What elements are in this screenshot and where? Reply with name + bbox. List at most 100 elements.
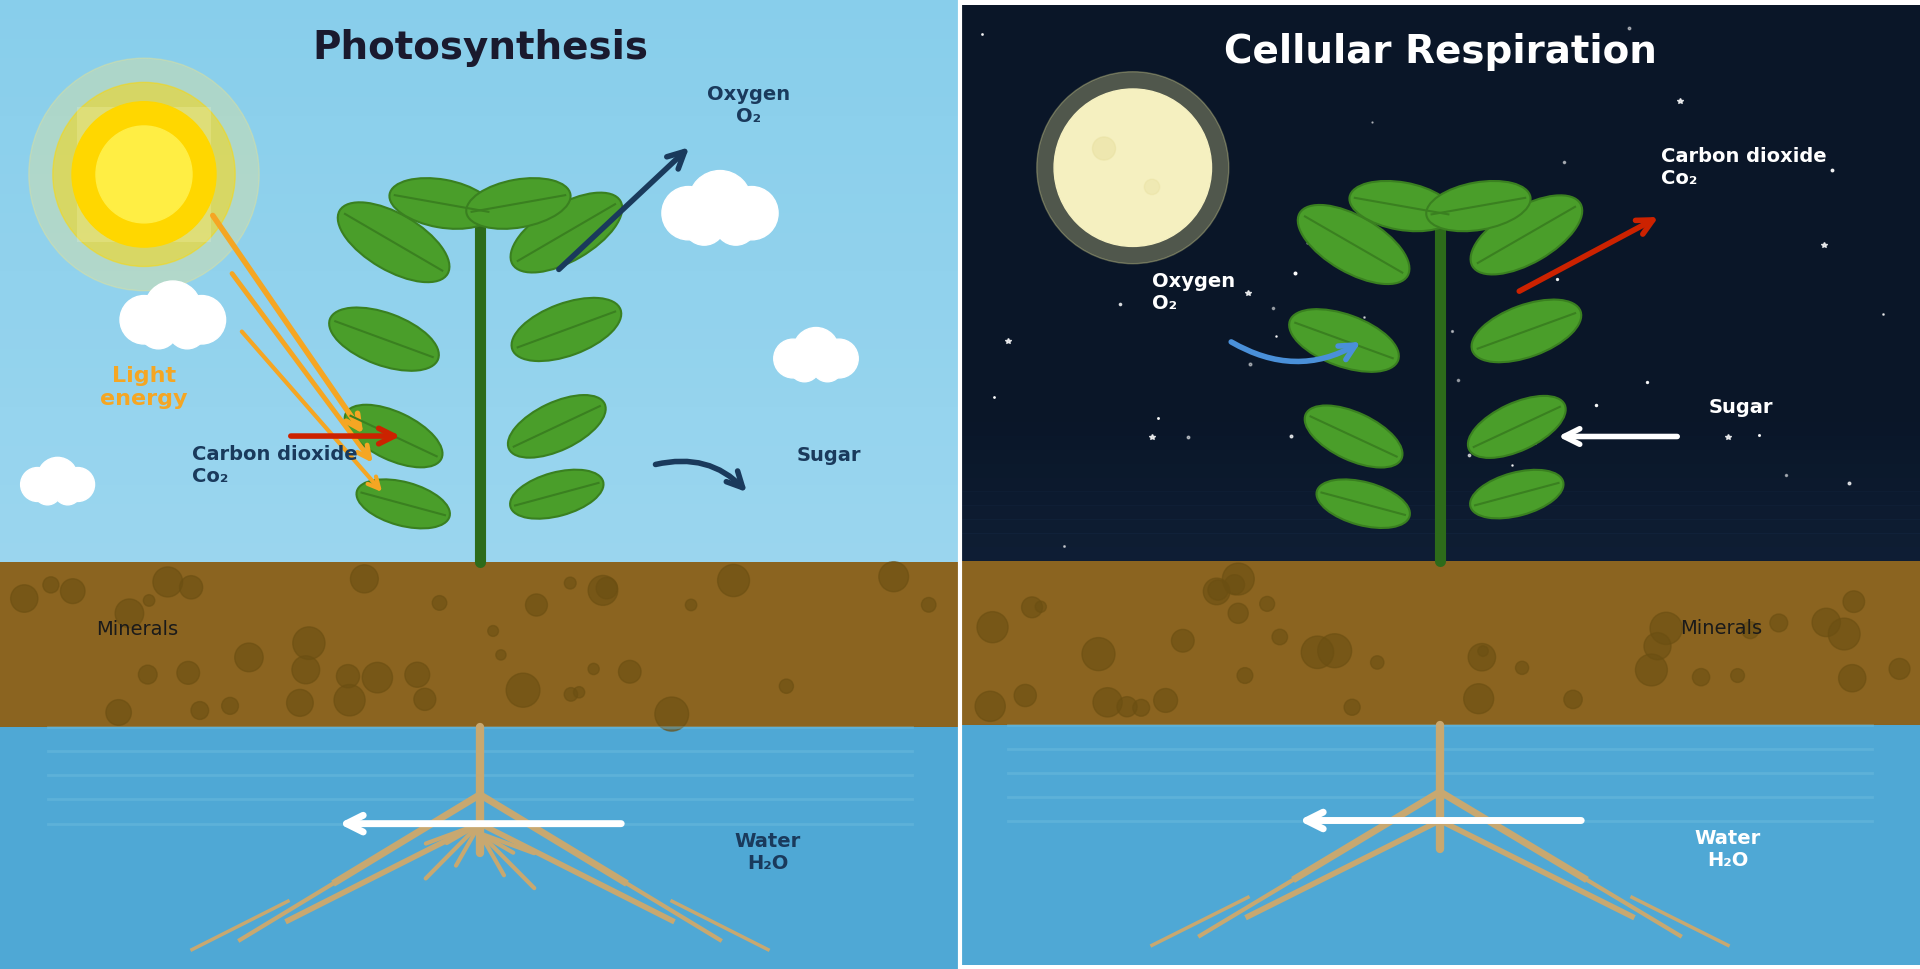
Circle shape [292,656,321,684]
Circle shape [1223,563,1254,595]
Polygon shape [0,446,960,465]
Circle shape [179,296,227,344]
Circle shape [1037,72,1229,264]
FancyArrowPatch shape [1306,812,1582,828]
Circle shape [1271,629,1288,644]
Circle shape [714,203,756,245]
Circle shape [138,665,157,684]
Circle shape [144,595,156,607]
Circle shape [879,562,908,592]
Circle shape [488,626,499,637]
Circle shape [1236,668,1254,683]
Circle shape [190,702,209,719]
Polygon shape [0,291,960,310]
Circle shape [588,664,599,674]
Ellipse shape [1317,480,1409,528]
Circle shape [1054,89,1212,246]
Polygon shape [0,543,960,562]
Polygon shape [960,450,1920,464]
Circle shape [35,478,61,505]
Polygon shape [960,547,1920,561]
Polygon shape [0,484,960,504]
Polygon shape [0,349,960,368]
Circle shape [655,697,689,732]
Circle shape [618,660,641,683]
Circle shape [1812,609,1841,637]
Polygon shape [960,561,1920,725]
Circle shape [292,627,324,660]
Circle shape [432,596,447,610]
Circle shape [144,281,202,339]
Circle shape [507,673,540,707]
Ellipse shape [511,193,622,272]
Circle shape [1889,659,1910,679]
Circle shape [1565,690,1582,708]
FancyArrowPatch shape [290,428,394,444]
Circle shape [1843,591,1864,612]
FancyArrowPatch shape [1565,428,1678,444]
Circle shape [1154,689,1177,712]
Circle shape [1302,636,1334,669]
Text: Sugar: Sugar [1709,398,1774,418]
Circle shape [154,567,182,597]
Ellipse shape [338,203,449,282]
Circle shape [180,576,204,599]
Circle shape [1770,614,1788,632]
Circle shape [1133,700,1150,716]
Text: Light
energy: Light energy [100,366,188,409]
Polygon shape [0,388,960,407]
Polygon shape [0,136,960,155]
Circle shape [1208,580,1229,600]
Polygon shape [0,155,960,174]
Circle shape [1021,597,1043,618]
Circle shape [526,594,547,616]
Circle shape [718,564,749,597]
Text: Oxygen
O₂: Oxygen O₂ [1152,272,1235,313]
Circle shape [21,468,54,502]
Text: Minerals: Minerals [96,620,179,640]
Ellipse shape [1471,470,1563,518]
Circle shape [221,698,238,714]
Ellipse shape [467,178,570,229]
Ellipse shape [1288,309,1400,372]
Text: Carbon dioxide
Co₂: Carbon dioxide Co₂ [192,445,357,485]
Circle shape [334,684,365,716]
Circle shape [1515,661,1528,674]
Circle shape [61,468,94,502]
Circle shape [29,58,259,291]
Circle shape [177,662,200,684]
Circle shape [54,478,81,505]
Text: Photosynthesis: Photosynthesis [311,29,649,67]
Polygon shape [0,368,960,388]
Circle shape [793,328,839,374]
Ellipse shape [328,307,440,371]
Circle shape [1644,633,1670,660]
Circle shape [1117,697,1137,717]
Circle shape [689,171,751,234]
Circle shape [1649,612,1682,644]
Ellipse shape [511,470,603,518]
Text: Water
H₂O: Water H₂O [735,832,801,873]
Polygon shape [960,533,1920,547]
Circle shape [564,578,576,589]
Ellipse shape [1471,196,1582,274]
Polygon shape [0,562,960,727]
Circle shape [1692,669,1709,686]
Polygon shape [0,78,960,97]
Circle shape [106,700,131,726]
Circle shape [60,578,84,604]
Text: Carbon dioxide
Co₂: Carbon dioxide Co₂ [1661,147,1826,188]
Polygon shape [0,213,960,233]
Circle shape [1260,596,1275,611]
Circle shape [685,599,697,610]
Circle shape [1371,656,1384,670]
Text: Minerals: Minerals [1680,619,1763,638]
Circle shape [789,351,820,382]
Circle shape [588,576,618,606]
Circle shape [1035,601,1046,612]
Circle shape [234,643,263,672]
Circle shape [820,339,858,378]
Circle shape [574,687,586,698]
Circle shape [812,351,843,382]
Circle shape [1144,179,1160,195]
